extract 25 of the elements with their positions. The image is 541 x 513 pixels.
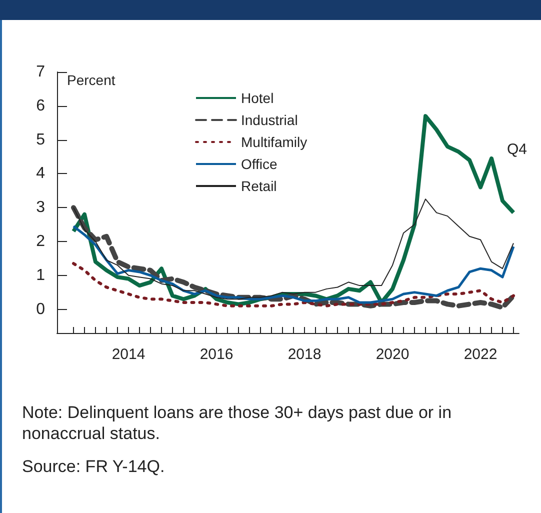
legend-label: Retail xyxy=(241,178,277,194)
y-tick-label: 2 xyxy=(36,232,46,250)
y-axis-title: Percent xyxy=(67,72,116,88)
x-tick-label: 2016 xyxy=(200,346,234,363)
x-tick-label: 2022 xyxy=(464,346,498,363)
legend-label: Industrial xyxy=(241,112,298,128)
y-tick-label: 4 xyxy=(36,165,46,182)
text: Note: Delinquent loans are those 30+ days past due or in nonaccrual status. xyxy=(22,402,453,444)
y-tick-label: 3 xyxy=(36,199,46,216)
line-series xyxy=(72,262,515,308)
annotation: Q4 xyxy=(506,141,528,158)
y-tick-label: 1 xyxy=(36,266,46,284)
y-tick-label: 0 xyxy=(36,300,46,318)
x-tick-label: 2018 xyxy=(288,346,322,363)
line-series xyxy=(73,198,514,300)
y-tick-label: 7 xyxy=(36,64,46,80)
line-series xyxy=(72,224,515,304)
x-tick-label: 2020 xyxy=(376,346,410,363)
x-tick-label: 2014 xyxy=(112,346,146,363)
legend-label: Multifamily xyxy=(241,134,308,150)
y-tick-label: 5 xyxy=(36,131,46,148)
legend-label: Hotel xyxy=(241,90,274,106)
legend-label: Office xyxy=(241,156,278,172)
y-tick-label: 6 xyxy=(36,97,46,114)
source-note: Source: FR Y-14Q. xyxy=(22,456,166,477)
